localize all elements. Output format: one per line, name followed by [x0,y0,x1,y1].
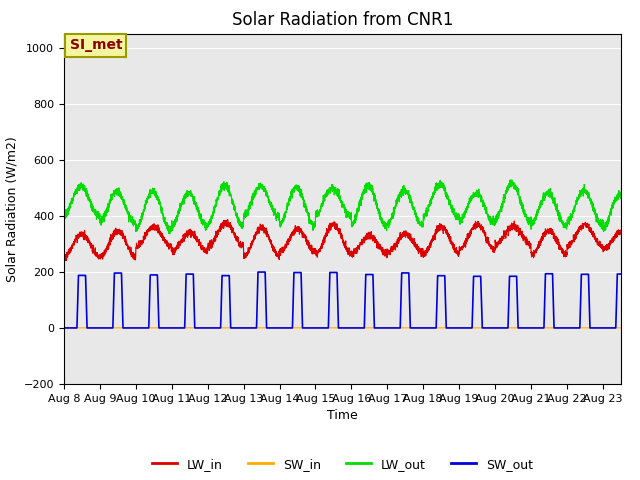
LW_in [509,223,517,229]
LW_in [552,240,560,246]
SW_out [254,269,262,275]
LW_out [179,197,187,203]
SW_out [179,325,187,331]
LW_out [538,200,545,205]
Line: LW_out: LW_out [64,180,639,328]
LW_in [60,253,68,259]
LW_out [508,177,516,183]
LW_in [635,325,640,331]
X-axis label: Time: Time [327,409,358,422]
SW_out [404,270,412,276]
SW_in [509,325,517,331]
SW_out [60,325,68,331]
Title: Solar Radiation from CNR1: Solar Radiation from CNR1 [232,11,453,29]
SW_in [60,325,68,331]
SW_in [404,325,412,331]
Line: SW_out: SW_out [64,272,639,328]
LW_in [224,217,232,223]
LW_in [179,232,187,238]
SW_in [552,325,560,331]
LW_out [404,189,412,195]
LW_out [60,214,68,220]
SW_out [635,325,640,331]
LW_out [552,205,560,211]
LW_in [404,230,412,236]
LW_in [373,239,381,245]
Line: LW_in: LW_in [64,220,639,328]
Y-axis label: Solar Radiation (W/m2): Solar Radiation (W/m2) [5,136,18,282]
LW_out [373,204,381,209]
SW_in [179,325,187,331]
SW_in [635,325,640,331]
Text: SI_met: SI_met [70,38,122,52]
Legend: LW_in, SW_in, LW_out, SW_out: LW_in, SW_in, LW_out, SW_out [147,453,538,476]
SW_out [538,325,545,331]
LW_in [538,239,545,245]
LW_out [509,180,517,186]
SW_out [509,274,517,279]
SW_out [373,325,381,331]
LW_out [635,325,640,331]
SW_in [538,325,545,331]
SW_out [552,325,560,331]
SW_in [373,325,381,331]
